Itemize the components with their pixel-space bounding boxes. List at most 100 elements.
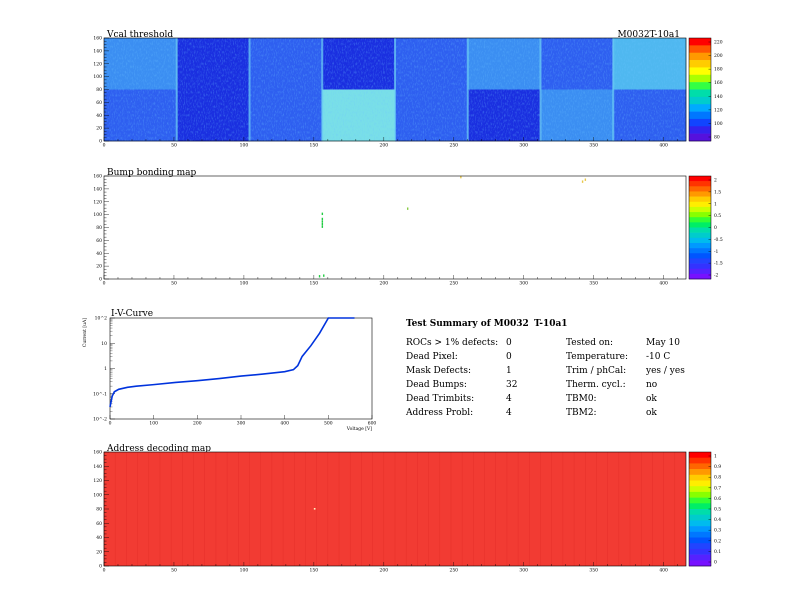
y-tick-label: 0 [99, 139, 102, 145]
summary-label: TBM2: [566, 408, 597, 418]
bump-title: Bump bonding map [107, 168, 197, 178]
y-tick-label: 40 [96, 535, 102, 541]
x-tick-label: 200 [380, 568, 389, 574]
bump-panel: Bump bonding map 0 50 100 150 200 250 300 350 40… [93, 168, 722, 287]
x-tick-label: 300 [519, 281, 528, 287]
colorbar-band [689, 480, 711, 487]
x-tick-label: 300 [519, 143, 528, 149]
iv-series-line [109, 317, 355, 408]
module-id: M0032T-10a1 [617, 30, 680, 40]
vcal-colorbar: 220 200 180 160 140 120 100 80 [688, 37, 723, 142]
colorbar-band [689, 258, 711, 264]
address-panel: Address decoding map 0 50 100 150 200 250 300 3… [93, 444, 721, 574]
colorbar-band [689, 196, 711, 203]
summary-value: 4 [506, 408, 512, 418]
y-tick-label: 160 [93, 174, 102, 180]
iv-frame [109, 317, 373, 420]
colorbar-tick-label: -1.5 [714, 261, 723, 267]
colorbar-band [689, 503, 711, 510]
colorbar-tick-label: 80 [714, 135, 720, 141]
colorbar-band [689, 201, 711, 208]
y-tick-label: 140 [93, 48, 102, 54]
defect-pixel [318, 275, 321, 278]
x-tick-label: 100 [240, 568, 249, 574]
x-tick-label: 400 [659, 143, 668, 149]
y-tick-label: 100 [93, 492, 102, 498]
defect-pixel [321, 222, 324, 226]
summary-label: ROCs > 1% defects: [406, 338, 498, 348]
y-tick-label: 60 [96, 521, 102, 527]
colorbar-band [689, 537, 711, 544]
summary-label: Address Probl: [405, 408, 473, 418]
colorbar-band [689, 38, 711, 46]
vcal-axes: 0 50 100 150 200 250 300 350 400 0 20 40 60 80 100 120 1… [93, 36, 687, 149]
summary-label: Temperature: [566, 352, 628, 362]
summary-rows: ROCs > 1% defects: 0 Dead Pixel: 0 Mask Defe… [405, 338, 685, 418]
x-tick-label: 0 [103, 143, 106, 149]
colorbar-band [689, 543, 711, 550]
iv-x-tick-label: 300 [237, 421, 246, 427]
x-tick-label: 300 [519, 568, 528, 574]
summary-value: ok [646, 408, 657, 418]
address-defect [313, 508, 316, 510]
address-axes: 0 50 100 150 200 250 300 350 400 0 20 40 60 80 100 120 1… [93, 450, 687, 574]
colorbar-tick-label: 1 [714, 201, 717, 207]
colorbar-band [689, 222, 711, 228]
colorbar-tick-label: -0.5 [714, 237, 723, 243]
x-tick-label: 400 [659, 568, 668, 574]
colorbar-band [689, 273, 711, 280]
y-tick-label: 40 [96, 251, 102, 257]
summary-label: TBM0: [566, 394, 597, 404]
y-tick-label: 140 [93, 186, 102, 192]
y-tick-label: 80 [96, 225, 102, 231]
y-tick-label: 100 [93, 212, 102, 218]
colorbar-band [689, 237, 711, 244]
x-tick-label: 100 [240, 143, 249, 149]
summary-title: Test Summary of M0032 [406, 319, 529, 329]
colorbar-tick-label: 220 [714, 40, 723, 46]
colorbar-band [689, 67, 711, 76]
summary-value: 0 [506, 352, 512, 362]
summary-label: Mask Defects: [406, 366, 471, 376]
summary-value: -10 C [646, 352, 670, 362]
summary-value: ok [646, 394, 657, 404]
colorbar-tick-label: -1 [714, 249, 719, 255]
colorbar-tick-label: 0.3 [714, 528, 721, 534]
iv-x-tick-label: 600 [368, 421, 377, 427]
colorbar-band [689, 89, 711, 98]
plot-frame [103, 175, 687, 280]
x-tick-label: 50 [171, 568, 177, 574]
colorbar-band [689, 45, 711, 54]
bump-heatmap [318, 175, 587, 278]
summary-value: yes / yes [645, 366, 685, 376]
iv-panel: I-V-Curve 0 100 200 300 400 500 600 10^-2 10^-1 1… [82, 309, 376, 432]
colorbar-band [689, 469, 711, 476]
colorbar-tick-label: 120 [714, 107, 723, 113]
colorbar-band [689, 186, 711, 192]
x-tick-label: 350 [589, 281, 598, 287]
colorbar-band [689, 560, 711, 567]
colorbar-band [689, 60, 711, 68]
summary-title-suffix: T-10a1 [534, 319, 568, 329]
x-tick-label: 50 [171, 143, 177, 149]
colorbar-tick-label: 0.7 [714, 485, 721, 491]
y-tick-label: 100 [93, 74, 102, 80]
colorbar-band [689, 531, 711, 538]
defect-pixel [581, 180, 584, 183]
x-tick-label: 100 [240, 281, 249, 287]
colorbar-band [689, 133, 711, 142]
y-tick-label: 160 [93, 36, 102, 42]
x-tick-label: 150 [310, 143, 319, 149]
colorbar-band [689, 548, 711, 555]
iv-ylabel: Current [uA] [82, 318, 88, 347]
x-tick-label: 200 [380, 143, 389, 149]
iv-x-tick-label: 500 [324, 421, 333, 427]
colorbar-band [689, 463, 711, 470]
colorbar-band [689, 474, 711, 481]
iv-y-tick-label: 10^-2 [93, 416, 107, 423]
summary-value: 0 [506, 338, 512, 348]
colorbar-band [689, 509, 711, 515]
colorbar-band [689, 514, 711, 521]
colorbar-tick-label: 0.6 [714, 496, 721, 502]
y-tick-label: 60 [96, 238, 102, 244]
